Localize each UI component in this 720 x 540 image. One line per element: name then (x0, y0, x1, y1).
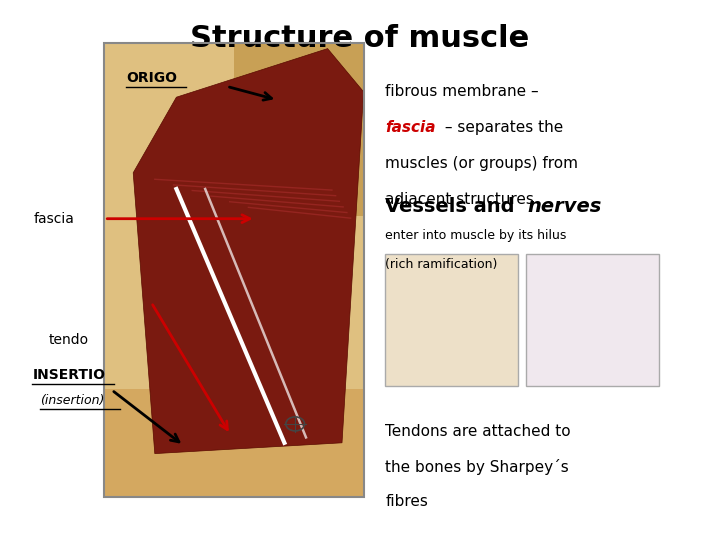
Bar (104, 43, 364, 497)
Text: fibrous membrane –: fibrous membrane – (385, 84, 539, 99)
Bar (526, 254, 659, 386)
Text: nerves: nerves (528, 197, 602, 216)
Bar (234, 43, 364, 216)
Text: fibres: fibres (385, 494, 428, 509)
Text: enter into muscle by its hilus: enter into muscle by its hilus (385, 230, 567, 242)
Bar (104, 389, 364, 497)
Text: Vessels and: Vessels and (385, 197, 521, 216)
Text: Tendons are attached to: Tendons are attached to (385, 424, 571, 439)
Text: fascia: fascia (34, 212, 74, 226)
Polygon shape (133, 49, 364, 454)
Text: – separates the: – separates the (440, 120, 563, 135)
Text: muscles (or groups) from: muscles (or groups) from (385, 156, 578, 171)
Text: (rich ramification): (rich ramification) (385, 258, 498, 271)
Text: the bones by Sharpey´s: the bones by Sharpey´s (385, 459, 569, 475)
Bar (104, 43, 364, 497)
Text: fascia: fascia (385, 120, 436, 135)
Text: INSERTIO: INSERTIO (32, 368, 105, 382)
Bar (385, 254, 518, 386)
Text: ORIGO: ORIGO (126, 71, 177, 85)
Text: adjacent structures: adjacent structures (385, 192, 534, 207)
Text: (insertion): (insertion) (40, 394, 104, 407)
Text: Structure of muscle: Structure of muscle (190, 24, 530, 53)
Text: tendo: tendo (48, 333, 89, 347)
